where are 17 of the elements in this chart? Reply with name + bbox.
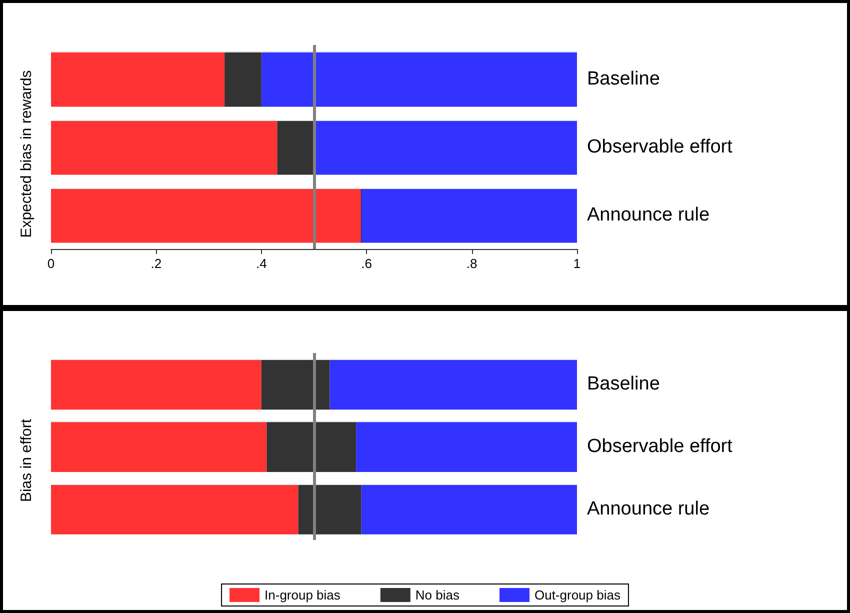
y-tick-label: Observable effort: [587, 436, 734, 457]
x-tick-label: .8: [466, 256, 478, 271]
y-axis-title: Bias in effort: [18, 418, 35, 502]
y-tick-label: Announce rule: [587, 498, 710, 520]
x-tick-label: .4: [256, 256, 267, 271]
x-tick-label: .2: [150, 256, 162, 271]
x-tick-label: .6: [361, 256, 372, 271]
y-tick-label: Announce rule: [587, 204, 710, 226]
legend-label: In-group bias: [264, 588, 341, 602]
legend-label: No bias: [415, 588, 460, 602]
x-tick-label: 1: [573, 256, 581, 271]
y-tick-label: Baseline: [587, 374, 660, 395]
legend-label: Out-group bias: [534, 588, 621, 602]
y-tick-label: Baseline: [587, 68, 660, 90]
y-tick-label: Observable effort: [587, 136, 734, 158]
x-tick-label: 0: [47, 256, 55, 271]
y-axis-title: Expected bias in rewards: [18, 70, 35, 238]
